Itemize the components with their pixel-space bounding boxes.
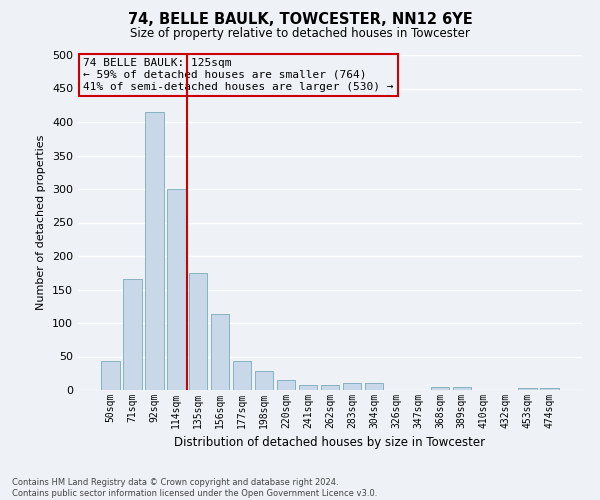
Bar [320,384,340,390]
Bar [299,384,317,390]
Bar [452,388,471,390]
Bar [123,280,142,390]
Bar [233,360,251,390]
Bar [365,384,383,390]
Text: Contains HM Land Registry data © Crown copyright and database right 2024.
Contai: Contains HM Land Registry data © Crown c… [12,478,377,498]
Text: 74 BELLE BAULK: 125sqm
← 59% of detached houses are smaller (764)
41% of semi-de: 74 BELLE BAULK: 125sqm ← 59% of detached… [83,58,394,92]
Y-axis label: Number of detached properties: Number of detached properties [37,135,46,310]
Text: Size of property relative to detached houses in Towcester: Size of property relative to detached ho… [130,28,470,40]
Bar [145,112,164,390]
Bar [277,380,295,390]
Bar [101,360,119,390]
Bar [431,388,449,390]
Bar [541,388,559,390]
Bar [255,371,274,390]
Bar [189,273,208,390]
Text: 74, BELLE BAULK, TOWCESTER, NN12 6YE: 74, BELLE BAULK, TOWCESTER, NN12 6YE [128,12,472,28]
Bar [518,388,537,390]
X-axis label: Distribution of detached houses by size in Towcester: Distribution of detached houses by size … [175,436,485,450]
Bar [167,189,185,390]
Bar [343,384,361,390]
Bar [211,314,229,390]
